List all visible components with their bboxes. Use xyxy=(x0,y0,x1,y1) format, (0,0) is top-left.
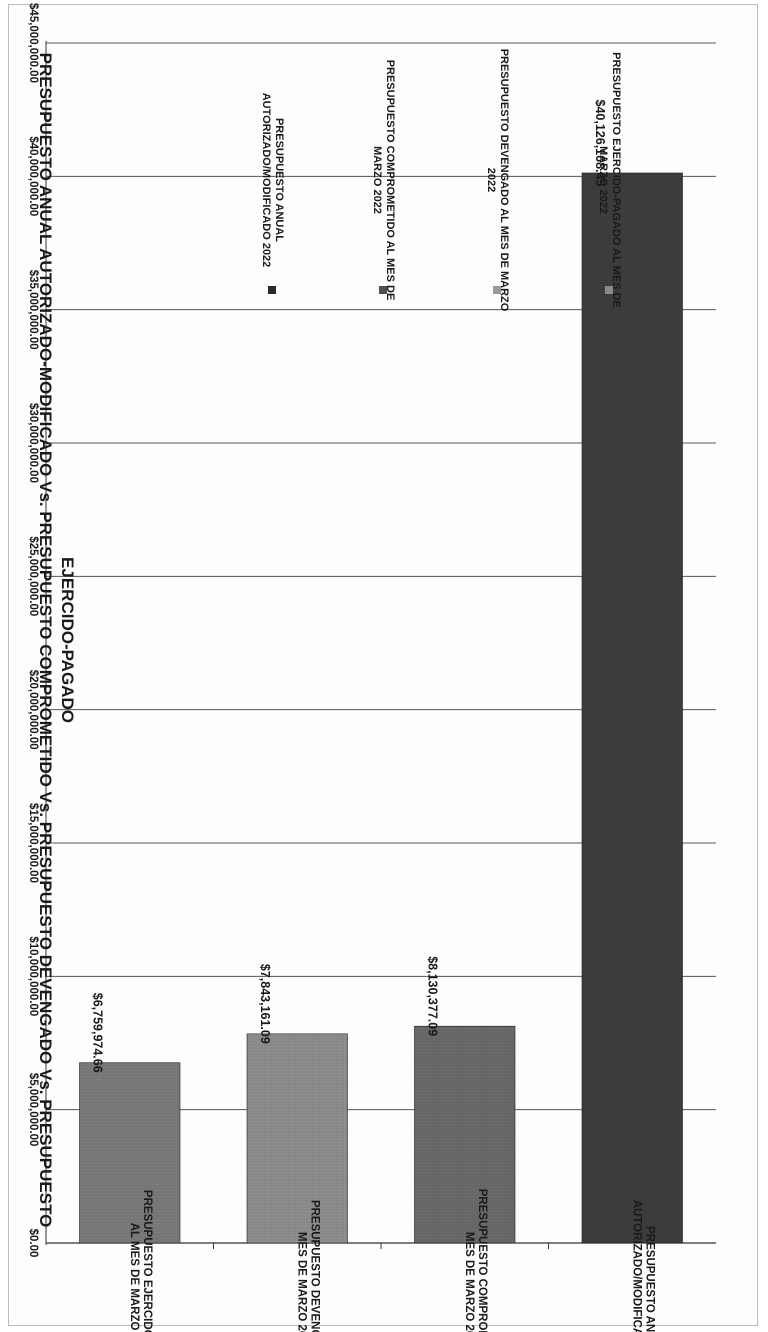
data-label: $8,130,377.09 xyxy=(426,956,440,1036)
y-tick-label: $0.00 xyxy=(27,1229,39,1258)
y-tick-label: $5,000,000.00 xyxy=(27,1073,39,1147)
legend-label: PRESUPUESTO ANUAL xyxy=(273,118,285,242)
category-label: AUTORIZADO/MODIFICADO 2022 xyxy=(630,1200,642,1332)
data-label: $40,126,168.45 xyxy=(593,100,607,187)
data-labels: $40,126,168.45 $8,130,377.09 $7,843,161.09… xyxy=(91,100,608,1073)
y-tick-label: $20,000,000.00 xyxy=(27,670,39,750)
y-tick-label: $40,000,000.00 xyxy=(27,136,39,216)
y-tick-label: $10,000,000.00 xyxy=(27,936,39,1016)
bars xyxy=(79,172,683,1244)
legend-label: MARZO 2022 xyxy=(597,146,609,214)
category-label: PRESUPUESTO COMPROMETIDO AL xyxy=(476,1189,488,1332)
data-label: $6,759,974.66 xyxy=(91,993,105,1073)
category-label: MES DE MARZO 2022 xyxy=(295,1232,307,1332)
legend-swatch xyxy=(268,286,276,294)
category-label: AL MES DE MARZO 2022 xyxy=(128,1223,140,1332)
y-axis-ticks: $0.00 $5,000,000.00 $10,000,000.00 $15,000,… xyxy=(27,3,39,1257)
y-tick-label: $45,000,000.00 xyxy=(27,3,39,83)
chart-title-line: EJERCIDO-PAGADO xyxy=(58,557,77,723)
chart-title: PRESUPUESTO ANUAL AUTORIZADO-MODIFICADO … xyxy=(36,53,77,1228)
category-label: PRESUPUESTO ANUAL xyxy=(643,1226,655,1332)
legend-label: PRESUPUESTO COMPROMETIDO AL MES DE xyxy=(384,60,396,301)
y-tick-label: $30,000,000.00 xyxy=(27,403,39,483)
bar-texture xyxy=(582,172,683,1243)
legend-label: MARZO 2022 xyxy=(371,146,383,214)
bar-texture xyxy=(79,1062,180,1243)
y-tick-label: $15,000,000.00 xyxy=(27,803,39,883)
legend-swatch xyxy=(605,286,613,294)
bar-texture xyxy=(414,1026,515,1243)
chart-title-line: PRESUPUESTO ANUAL AUTORIZADO-MODIFICADO … xyxy=(36,53,55,1228)
category-label: MES DE MARZO 2022 xyxy=(463,1232,475,1332)
legend-label: AUTORIZADO/MODIFICADO 2022 xyxy=(260,93,272,268)
legend-label: 2022 xyxy=(485,168,497,192)
legend-label: PRESUPUESTO DEVENGADO AL MES DE MARZO xyxy=(498,49,510,312)
category-label: PRESUPUESTO DEVENGADO AL xyxy=(308,1200,320,1332)
legend-label: PRESUPUESTO EJERCIDO-PAGADO AL MES DE xyxy=(610,52,622,308)
legend-swatch xyxy=(493,286,501,294)
y-tick-label: $25,000,000.00 xyxy=(27,536,39,616)
bar-texture xyxy=(247,1033,348,1243)
legend-swatch xyxy=(379,286,387,294)
y-tick-label: $35,000,000.00 xyxy=(27,270,39,350)
category-label: PRESUPUESTO EJERCIDO-PAGADO xyxy=(141,1190,153,1332)
data-label: $7,843,161.09 xyxy=(258,964,272,1044)
